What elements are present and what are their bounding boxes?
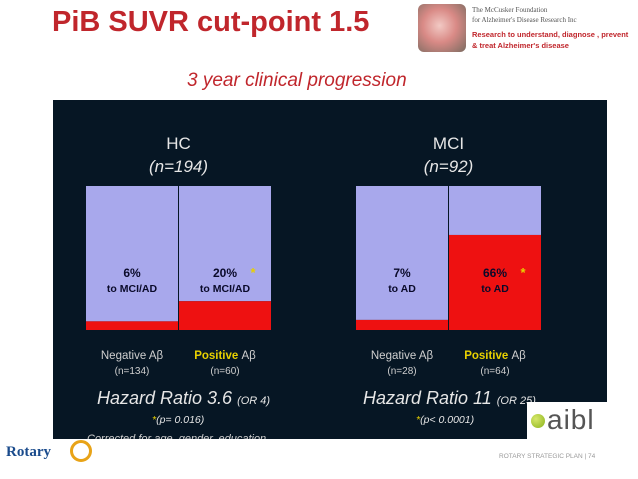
bar-negative-segment [356,186,448,320]
bar-outcome-label: to AD [481,283,509,295]
bar-n-label: (n=64) [480,366,509,377]
logo-line-4: & treat Alzheimer's disease [472,41,569,50]
mccusker-logo: The McCusker Foundation for Alzheimer's … [418,4,632,56]
aibl-logo: aibl [527,402,607,439]
slide-subtitle: 3 year clinical progression [187,70,407,91]
group-label: MCI [433,134,464,153]
p-value-label: *(p< 0.0001) [416,414,474,426]
bar-progressed-segment [356,319,448,330]
footer-plan-label: ROTARY STRATEGIC PLAN | 74 [499,453,596,460]
bar-category-label: Positive Aβ [464,350,526,362]
footnote-label: Corrected for age, gender, education [87,433,266,439]
bar-outcome-label: to MCI/AD [107,283,158,295]
bar-category-label: Positive Aβ [194,350,256,362]
chart-panel: HC (n=194) 6% to MCI/AD Negative Aβ (n=134) 20… [53,100,607,439]
bar-significance-star: * [250,265,256,280]
bar-progressed-segment [449,234,541,330]
group-n: (n=194) [149,157,208,176]
p-value-label: *(p= 0.016) [152,414,204,426]
logo-line-1: The McCusker Foundation [472,6,548,14]
bar-negative-segment [179,186,271,302]
group-n: (n=92) [424,157,474,176]
hazard-ratio-label: Hazard Ratio 11 (OR 25) [363,388,536,408]
bar-category-label: Negative Aβ [371,350,434,362]
group-label: HC [166,134,191,153]
bar-n-label: (n=134) [115,366,150,377]
bar-category-label: Negative Aβ [101,350,164,362]
bar-progressed-segment [86,321,178,330]
bar-negative-segment [449,186,541,235]
logo-line-2: for Alzheimer's Disease Research Inc [472,16,577,24]
bar-value-label: 20% [213,266,237,280]
bar-significance-star: * [520,265,526,280]
rotary-logo: Rotary [6,440,98,464]
bar-value-label: 66% [483,266,507,280]
chart-svg: HC (n=194) 6% to MCI/AD Negative Aβ (n=134) 20… [86,134,541,439]
logo-line-3: Research to understand, diagnose , preve… [472,30,629,39]
bar-outcome-label: to MCI/AD [200,283,251,295]
slide-title: PiB SUVR cut-point 1.5 [52,6,370,38]
bar-n-label: (n=28) [387,366,416,377]
bar-value-label: 6% [123,266,141,280]
bar-outcome-label: to AD [388,283,416,295]
rotary-wheel-icon [70,440,92,462]
aibl-wordmark: aibl [547,404,595,435]
bar-progressed-segment [179,301,271,330]
hazard-ratio-label: Hazard Ratio 3.6 (OR 4) [97,388,270,408]
bar-negative-segment [86,186,178,322]
bar-n-label: (n=60) [210,366,239,377]
aibl-dot-icon [531,414,545,428]
rose-logo-image [418,4,466,52]
rotary-wordmark: Rotary [6,444,51,460]
bar-value-label: 7% [393,266,411,280]
